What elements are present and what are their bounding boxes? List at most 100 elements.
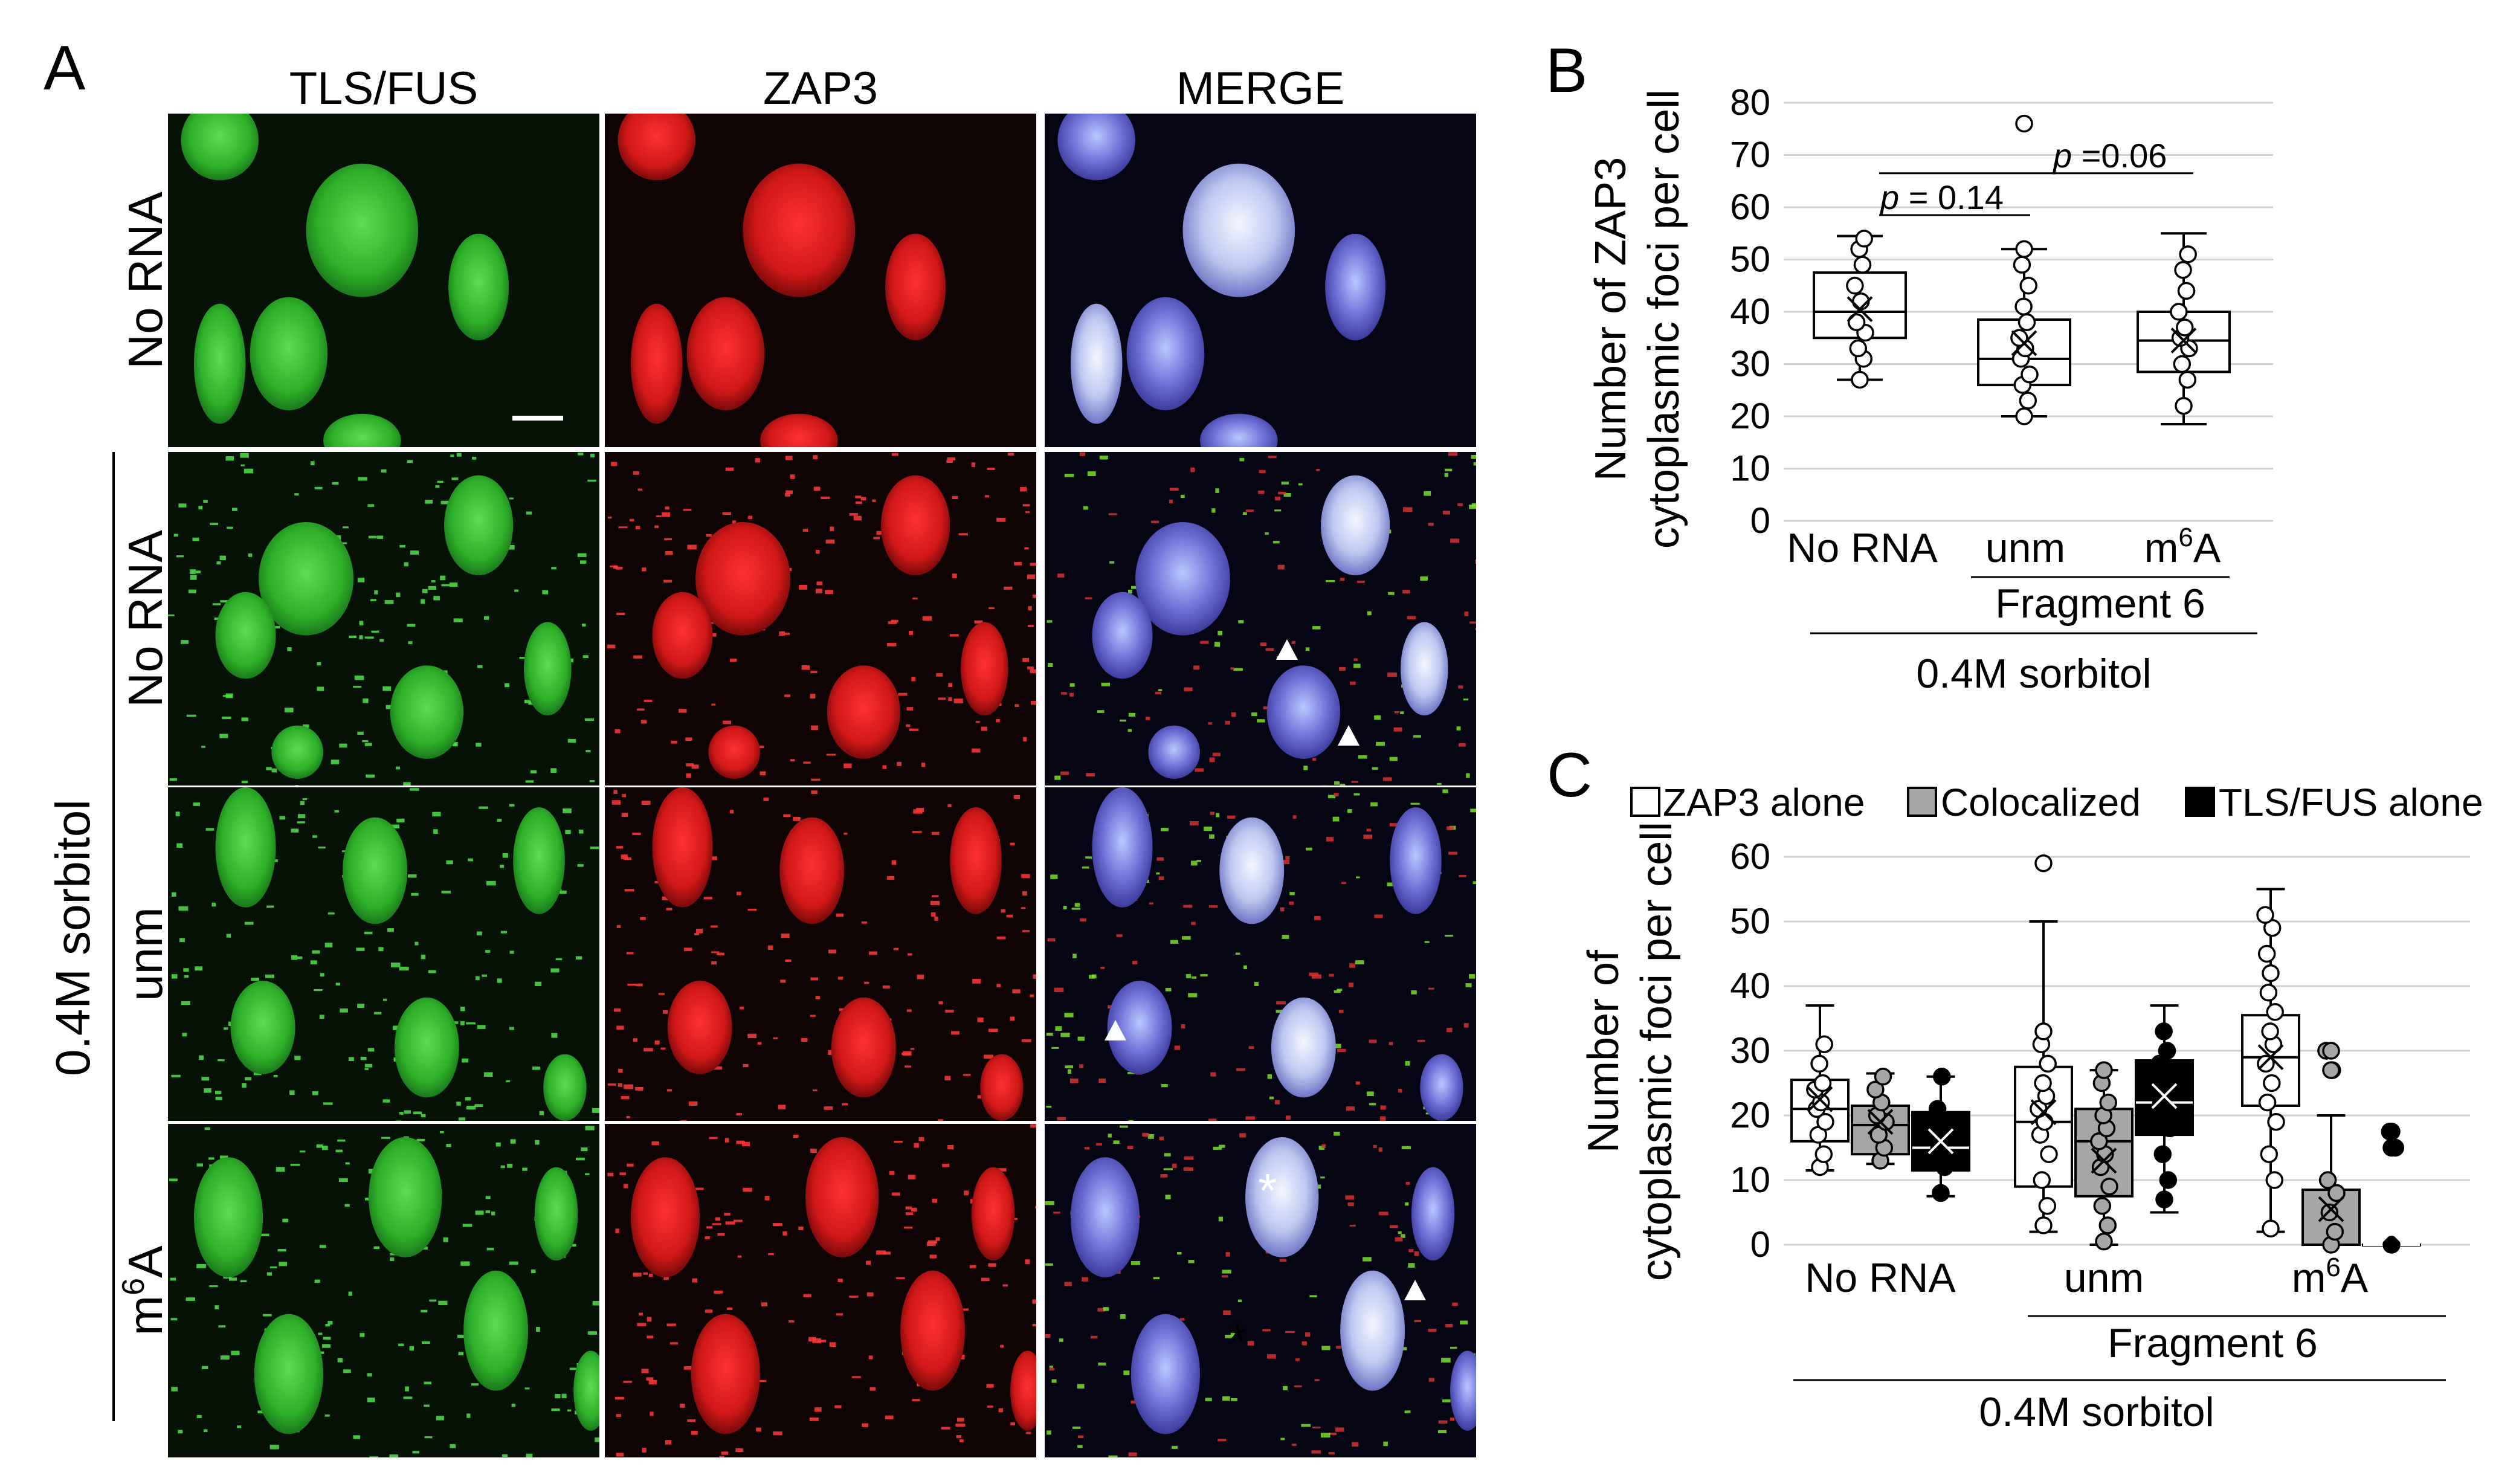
cytoplasmic-focus [407, 460, 413, 463]
cytoplasmic-focus [1295, 1358, 1300, 1361]
cytoplasmic-focus [911, 1207, 917, 1212]
cytoplasmic-focus [696, 929, 703, 934]
cytoplasmic-focus [318, 1332, 323, 1335]
cytoplasmic-focus [813, 455, 818, 460]
cytoplasmic-focus [996, 517, 1006, 522]
cytoplasmic-focus [223, 1276, 232, 1279]
cytoplasmic-focus [1007, 453, 1014, 456]
cytoplasmic-focus [686, 773, 691, 778]
cytoplasmic-focus [1185, 974, 1192, 978]
cytoplasmic-focus [344, 1204, 350, 1207]
nucleus [1245, 1137, 1319, 1257]
cytoplasmic-focus [1210, 1072, 1216, 1077]
cytoplasmic-focus [963, 1074, 971, 1076]
cytoplasmic-focus [1222, 1396, 1230, 1401]
cytoplasmic-focus [785, 959, 792, 963]
cytoplasmic-focus [587, 479, 596, 482]
data-point [2177, 282, 2196, 300]
cytoplasmic-focus [424, 1404, 430, 1407]
cytoplasmic-focus [196, 1163, 203, 1167]
legend-swatch-zap3-alone [1630, 787, 1660, 817]
cytoplasmic-focus [482, 974, 487, 977]
cytoplasmic-focus [1085, 856, 1092, 859]
mean-marker [2011, 330, 2037, 356]
cytoplasmic-focus [411, 892, 419, 896]
cytoplasmic-focus [1160, 1174, 1168, 1178]
cytoplasmic-focus [1205, 1398, 1212, 1401]
cytoplasmic-focus [524, 700, 532, 703]
cytoplasmic-focus [595, 1437, 599, 1442]
cytoplasmic-focus [887, 643, 897, 647]
cytoplasmic-focus [1272, 541, 1280, 544]
y-tick-label: 70 [1730, 135, 1770, 175]
cytoplasmic-focus [1172, 1445, 1178, 1450]
cytoplasmic-focus [893, 947, 899, 950]
cytoplasmic-focus [956, 1435, 961, 1439]
cytoplasmic-focus [810, 1149, 817, 1153]
cytoplasmic-focus [711, 703, 716, 706]
cytoplasmic-focus [491, 1211, 495, 1216]
cytoplasmic-focus [263, 1314, 272, 1317]
cytoplasmic-focus [486, 1247, 494, 1251]
cytoplasmic-focus [706, 534, 712, 537]
cytoplasmic-focus [232, 508, 237, 511]
cytoplasmic-focus [335, 982, 340, 986]
cytoplasmic-focus [607, 644, 616, 648]
cytoplasmic-focus [888, 621, 897, 624]
cytoplasmic-focus [712, 1223, 721, 1225]
cytoplasmic-focus [569, 1367, 578, 1370]
cytoplasmic-focus [1314, 916, 1321, 920]
cytoplasmic-focus [396, 592, 401, 598]
cytoplasmic-focus [934, 916, 938, 921]
nucleus [1390, 807, 1442, 914]
cytoplasmic-focus [837, 976, 843, 980]
cytoplasmic-focus [320, 973, 324, 977]
cytoplasmic-focus [1191, 921, 1196, 925]
cytoplasmic-focus [747, 908, 757, 911]
cytoplasmic-focus [551, 567, 556, 570]
cytoplasmic-focus [725, 1221, 735, 1225]
cytoplasmic-focus [1459, 874, 1466, 877]
cytoplasmic-focus [475, 976, 480, 981]
cytoplasmic-focus [1473, 462, 1476, 466]
cytoplasmic-focus [1079, 1064, 1083, 1068]
cytoplasmic-focus [357, 1004, 364, 1008]
y-tick-label: 60 [1730, 187, 1770, 227]
cytoplasmic-focus [772, 1223, 782, 1226]
cytoplasmic-focus [768, 1253, 774, 1256]
cytoplasmic-focus [1057, 1117, 1066, 1121]
cytoplasmic-focus [904, 1227, 913, 1229]
nucleus [543, 1054, 587, 1121]
cytoplasmic-focus [385, 705, 393, 709]
cytoplasmic-focus [551, 1408, 560, 1411]
nucleus [390, 665, 464, 759]
cytoplasmic-focus [836, 913, 844, 917]
cytoplasmic-focus [1357, 580, 1365, 583]
cytoplasmic-focus [1047, 620, 1053, 623]
cytoplasmic-focus [1002, 1284, 1008, 1287]
cytoplasmic-focus [395, 1120, 402, 1121]
cytoplasmic-focus [396, 818, 405, 823]
cytoplasmic-focus [1074, 903, 1080, 907]
cytoplasmic-focus [1345, 1195, 1354, 1200]
nucleus [691, 1314, 760, 1434]
cytoplasmic-focus [382, 686, 392, 691]
cytoplasmic-focus [1262, 1329, 1271, 1332]
cytoplasmic-focus [843, 833, 848, 835]
cytoplasmic-focus [1153, 1277, 1160, 1280]
cytoplasmic-focus [181, 1001, 190, 1005]
cytoplasmic-focus [1408, 1263, 1415, 1268]
cytoplasmic-focus [1200, 974, 1208, 977]
cytoplasmic-focus [1059, 1338, 1063, 1342]
cytoplasmic-focus [179, 938, 185, 943]
cytoplasmic-focus [741, 1141, 750, 1147]
cytoplasmic-focus [837, 1279, 843, 1283]
cytoplasmic-focus [1091, 1335, 1098, 1339]
nucleus [708, 725, 760, 779]
cytoplasmic-focus [764, 1196, 770, 1201]
cytoplasmic-focus [891, 619, 898, 622]
cytoplasmic-focus [815, 550, 820, 554]
cytoplasmic-focus [1022, 891, 1027, 895]
cytoplasmic-focus [723, 720, 732, 724]
cytoplasmic-focus [931, 912, 936, 917]
